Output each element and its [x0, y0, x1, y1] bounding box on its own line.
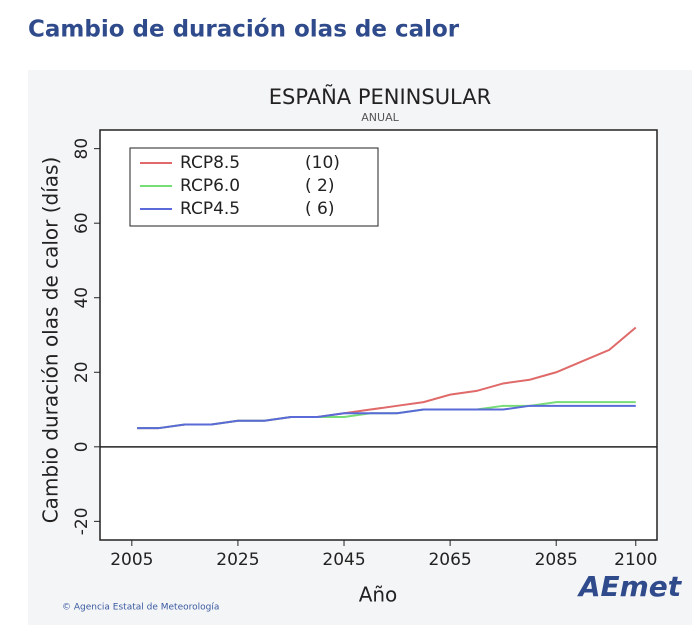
legend-models: ( 6)	[305, 199, 334, 219]
x-tick-label: 2085	[535, 550, 578, 570]
y-tick-label: 0	[72, 441, 92, 452]
x-axis-label: Año	[359, 583, 398, 607]
y-tick-label: 20	[72, 361, 92, 383]
logo: AEmet	[577, 570, 683, 603]
x-tick-label: 2045	[322, 550, 365, 570]
chart-subtitle: ANUAL	[361, 111, 399, 124]
chart-title: ESPAÑA PENINSULAR	[269, 83, 491, 109]
x-tick-label: 2025	[216, 550, 259, 570]
y-tick-label: -20	[72, 507, 92, 535]
header: Cambio de duración olas de calor	[28, 17, 460, 43]
legend-label: RCP6.0	[180, 176, 240, 196]
x-tick-label: 2100	[614, 550, 657, 570]
footer: © Agencia Estatal de Meteorología	[62, 603, 219, 613]
legend-models: (10)	[305, 153, 340, 173]
x-tick-label: 2005	[110, 550, 153, 570]
legend-label: RCP8.5	[180, 153, 240, 173]
x-tick-label: 2065	[428, 550, 471, 570]
series-line	[137, 404, 636, 430]
y-axis-label: Cambio duración olas de calor (días)	[39, 157, 63, 524]
y-tick-label: 40	[72, 287, 92, 309]
legend-label: RCP4.5	[180, 199, 240, 219]
legend-models: ( 2)	[305, 176, 334, 196]
y-tick-label: 60	[72, 212, 92, 234]
y-tick-label: 80	[72, 138, 92, 160]
